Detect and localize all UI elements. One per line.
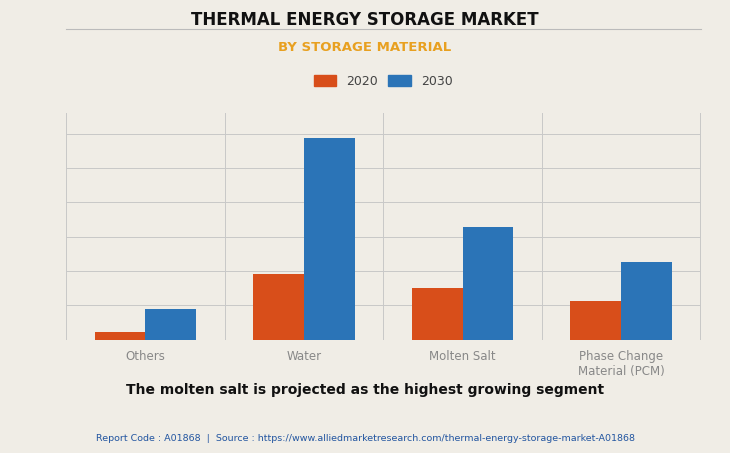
Bar bbox=[253, 274, 304, 340]
Bar bbox=[412, 288, 463, 340]
Text: The molten salt is projected as the highest growing segment: The molten salt is projected as the high… bbox=[126, 383, 604, 397]
Bar bbox=[95, 332, 145, 340]
Text: THERMAL ENERGY STORAGE MARKET: THERMAL ENERGY STORAGE MARKET bbox=[191, 11, 539, 29]
Bar bbox=[570, 301, 621, 340]
Bar bbox=[463, 226, 513, 340]
Text: BY STORAGE MATERIAL: BY STORAGE MATERIAL bbox=[278, 41, 452, 54]
Legend: 2020, 2030: 2020, 2030 bbox=[309, 70, 458, 93]
Text: Report Code : A01868  |  Source : https://www.alliedmarketresearch.com/thermal-e: Report Code : A01868 | Source : https://… bbox=[96, 434, 634, 443]
Bar bbox=[621, 261, 672, 340]
Bar bbox=[304, 138, 355, 340]
Bar bbox=[145, 309, 196, 340]
